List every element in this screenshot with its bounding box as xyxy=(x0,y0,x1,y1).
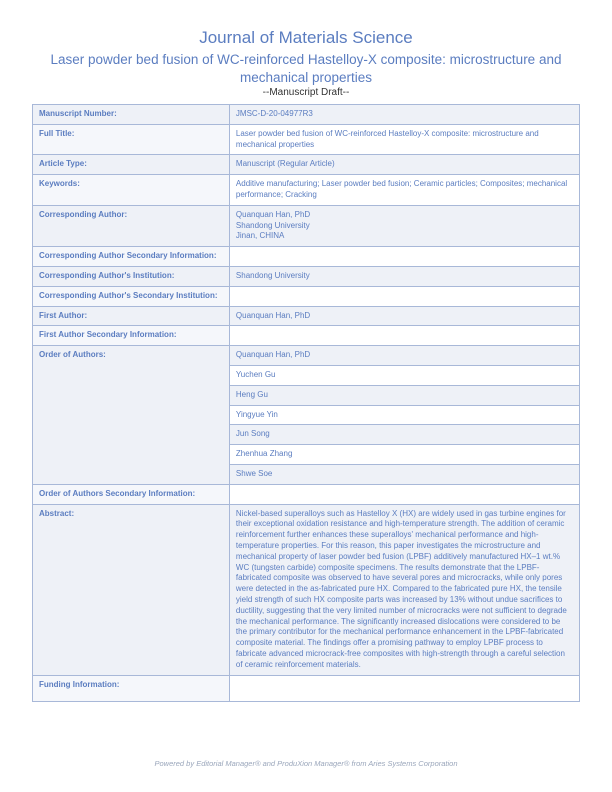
field-value: Heng Gu xyxy=(229,385,579,405)
field-value: Quanquan Han, PhD xyxy=(229,346,579,366)
table-row: Order of Authors:Quanquan Han, PhD xyxy=(33,346,580,366)
table-row: Corresponding Author:Quanquan Han, PhD S… xyxy=(33,205,580,246)
field-value: Quanquan Han, PhD Shandong University Ji… xyxy=(229,205,579,246)
field-value: Nickel-based superalloys such as Hastell… xyxy=(229,504,579,675)
field-value xyxy=(229,326,579,346)
table-row: Full Title:Laser powder bed fusion of WC… xyxy=(33,124,580,155)
field-value: Jun Song xyxy=(229,425,579,445)
footer-text: Powered by Editorial Manager® and ProduX… xyxy=(0,759,612,768)
table-row: First Author:Quanquan Han, PhD xyxy=(33,306,580,326)
field-label: First Author: xyxy=(33,306,230,326)
field-label: Abstract: xyxy=(33,504,230,675)
field-value: Zhenhua Zhang xyxy=(229,445,579,465)
field-label: Funding Information: xyxy=(33,675,230,701)
table-row: Abstract:Nickel-based superalloys such a… xyxy=(33,504,580,675)
draft-label: --Manuscript Draft-- xyxy=(32,87,580,98)
journal-title: Journal of Materials Science xyxy=(32,28,580,48)
field-label: Keywords: xyxy=(33,175,230,206)
field-value: Laser powder bed fusion of WC-reinforced… xyxy=(229,124,579,155)
field-label: Order of Authors Secondary Information: xyxy=(33,484,230,504)
field-value: Additive manufacturing; Laser powder bed… xyxy=(229,175,579,206)
table-row: Article Type:Manuscript (Regular Article… xyxy=(33,155,580,175)
table-row: Keywords:Additive manufacturing; Laser p… xyxy=(33,175,580,206)
table-row: Corresponding Author Secondary Informati… xyxy=(33,247,580,267)
field-label: Full Title: xyxy=(33,124,230,155)
paper-title: Laser powder bed fusion of WC-reinforced… xyxy=(32,51,580,86)
page-container: Journal of Materials Science Laser powde… xyxy=(0,0,612,702)
field-value: Quanquan Han, PhD xyxy=(229,306,579,326)
table-row: First Author Secondary Information: xyxy=(33,326,580,346)
table-row: Funding Information: xyxy=(33,675,580,701)
field-label: First Author Secondary Information: xyxy=(33,326,230,346)
field-value: Manuscript (Regular Article) xyxy=(229,155,579,175)
field-value xyxy=(229,247,579,267)
field-value xyxy=(229,484,579,504)
field-value: Yuchen Gu xyxy=(229,366,579,386)
field-label: Corresponding Author Secondary Informati… xyxy=(33,247,230,267)
table-row: Manuscript Number:JMSC-D-20-04977R3 xyxy=(33,105,580,125)
field-label: Order of Authors: xyxy=(33,346,230,485)
field-value xyxy=(229,675,579,701)
field-value: Yingyue Yin xyxy=(229,405,579,425)
field-label: Corresponding Author's Secondary Institu… xyxy=(33,286,230,306)
table-row: Order of Authors Secondary Information: xyxy=(33,484,580,504)
field-value xyxy=(229,286,579,306)
field-value: JMSC-D-20-04977R3 xyxy=(229,105,579,125)
field-label: Corresponding Author's Institution: xyxy=(33,267,230,287)
field-label: Article Type: xyxy=(33,155,230,175)
table-row: Corresponding Author's Secondary Institu… xyxy=(33,286,580,306)
field-label: Manuscript Number: xyxy=(33,105,230,125)
field-value: Shwe Soe xyxy=(229,465,579,485)
field-value: Shandong University xyxy=(229,267,579,287)
field-label: Corresponding Author: xyxy=(33,205,230,246)
metadata-table: Manuscript Number:JMSC-D-20-04977R3Full … xyxy=(32,104,580,701)
table-row: Corresponding Author's Institution:Shand… xyxy=(33,267,580,287)
